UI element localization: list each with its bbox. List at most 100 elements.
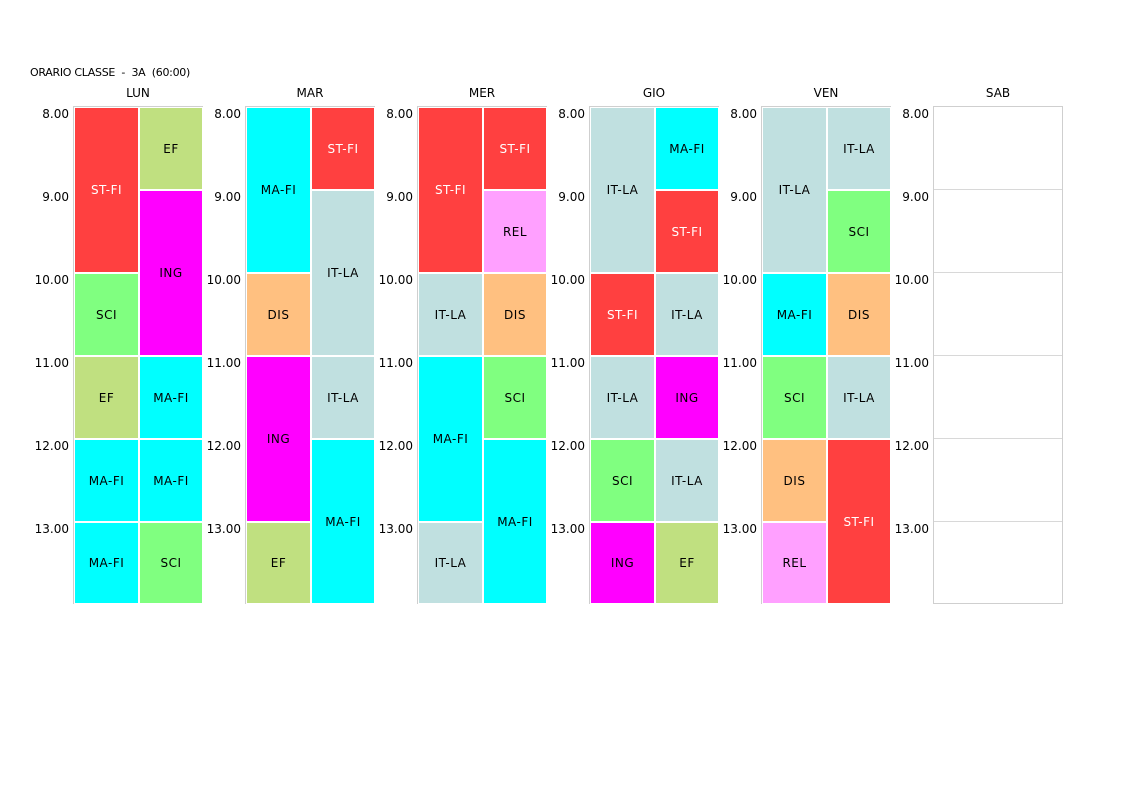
time-label: 12.00 bbox=[34, 439, 69, 453]
lesson-block-it-la[interactable]: IT-LA bbox=[827, 356, 891, 439]
lesson-block-ing[interactable]: ING bbox=[246, 356, 311, 522]
time-label: 12.00 bbox=[894, 439, 929, 453]
time-label: 12.00 bbox=[550, 439, 585, 453]
lesson-block-ma-fi[interactable]: MA-FI bbox=[418, 356, 483, 522]
time-label: 12.00 bbox=[206, 439, 241, 453]
time-label: 13.00 bbox=[378, 522, 413, 536]
lesson-block-ma-fi[interactable]: MA-FI bbox=[139, 356, 203, 439]
lesson-block-sci[interactable]: SCI bbox=[590, 439, 655, 522]
lesson-block-rel[interactable]: REL bbox=[762, 522, 827, 604]
time-label: 8.00 bbox=[386, 107, 413, 121]
day-grid-gio: IT-LA MA-FI ST-FI ST-FI IT-LA IT-LA ING SCI IT-L… bbox=[589, 106, 719, 604]
lesson-block-ma-fi[interactable]: MA-FI bbox=[74, 439, 139, 522]
time-label: 13.00 bbox=[206, 522, 241, 536]
time-label: 13.00 bbox=[34, 522, 69, 536]
time-label: 9.00 bbox=[386, 190, 413, 204]
time-label: 10.00 bbox=[206, 273, 241, 287]
hour-divider bbox=[934, 438, 1062, 439]
lesson-block-it-la[interactable]: IT-LA bbox=[655, 273, 719, 356]
lesson-block-ing[interactable]: ING bbox=[139, 190, 203, 356]
day-label-sab: SAB bbox=[985, 86, 1011, 100]
lesson-block-ing[interactable]: ING bbox=[655, 356, 719, 439]
day-grid-mer: ST-FI ST-FI REL IT-LA DIS MA-FI SCI MA-FI IT-LA bbox=[417, 106, 547, 604]
lesson-block-it-la[interactable]: IT-LA bbox=[418, 273, 483, 356]
time-label: 13.00 bbox=[894, 522, 929, 536]
lesson-block-it-la[interactable]: IT-LA bbox=[590, 107, 655, 273]
lesson-block-it-la[interactable]: IT-LA bbox=[762, 107, 827, 273]
lesson-block-st-fi[interactable]: ST-FI bbox=[483, 107, 547, 190]
lesson-block-ing[interactable]: ING bbox=[590, 522, 655, 604]
day-label-mar: MAR bbox=[296, 86, 324, 100]
time-label: 10.00 bbox=[550, 273, 585, 287]
lesson-block-dis[interactable]: DIS bbox=[827, 273, 891, 356]
hour-divider bbox=[934, 189, 1062, 190]
time-label: 9.00 bbox=[730, 190, 757, 204]
lesson-block-sci[interactable]: SCI bbox=[74, 273, 139, 356]
time-label: 12.00 bbox=[722, 439, 757, 453]
day-grid-lun: ST-FI EF ING SCI EF MA-FI MA-FI MA-FI MA-FI SCI bbox=[73, 106, 203, 604]
day-label-mer: MER bbox=[468, 86, 496, 100]
time-label: 11.00 bbox=[206, 356, 241, 370]
lesson-block-it-la[interactable]: IT-LA bbox=[827, 107, 891, 190]
day-label-gio: GIO bbox=[642, 86, 666, 100]
time-label: 8.00 bbox=[42, 107, 69, 121]
time-label: 11.00 bbox=[894, 356, 929, 370]
lesson-block-ef[interactable]: EF bbox=[246, 522, 311, 604]
lesson-block-st-fi[interactable]: ST-FI bbox=[590, 273, 655, 356]
hour-divider bbox=[934, 355, 1062, 356]
lesson-block-ma-fi[interactable]: MA-FI bbox=[762, 273, 827, 356]
time-label: 8.00 bbox=[730, 107, 757, 121]
lesson-block-ma-fi[interactable]: MA-FI bbox=[483, 439, 547, 604]
lesson-block-ma-fi[interactable]: MA-FI bbox=[246, 107, 311, 273]
time-label: 9.00 bbox=[214, 190, 241, 204]
time-label: 10.00 bbox=[894, 273, 929, 287]
day-label-ven: VEN bbox=[813, 86, 839, 100]
time-label: 9.00 bbox=[42, 190, 69, 204]
lesson-block-it-la[interactable]: IT-LA bbox=[655, 439, 719, 522]
lesson-block-ma-fi[interactable]: MA-FI bbox=[139, 439, 203, 522]
time-label: 10.00 bbox=[34, 273, 69, 287]
time-label: 10.00 bbox=[722, 273, 757, 287]
lesson-block-sci[interactable]: SCI bbox=[139, 522, 203, 604]
lesson-block-st-fi[interactable]: ST-FI bbox=[827, 439, 891, 604]
time-label: 13.00 bbox=[722, 522, 757, 536]
lesson-block-st-fi[interactable]: ST-FI bbox=[655, 190, 719, 273]
lesson-block-sci[interactable]: SCI bbox=[483, 356, 547, 439]
lesson-block-ef[interactable]: EF bbox=[655, 522, 719, 604]
lesson-block-st-fi[interactable]: ST-FI bbox=[311, 107, 375, 190]
hour-divider bbox=[934, 521, 1062, 522]
time-label: 8.00 bbox=[902, 107, 929, 121]
day-grid-mar: MA-FI ST-FI IT-LA DIS ING IT-LA MA-FI EF bbox=[245, 106, 375, 604]
lesson-block-dis[interactable]: DIS bbox=[246, 273, 311, 356]
lesson-block-st-fi[interactable]: ST-FI bbox=[418, 107, 483, 273]
time-label: 11.00 bbox=[34, 356, 69, 370]
time-label: 12.00 bbox=[378, 439, 413, 453]
lesson-block-ef[interactable]: EF bbox=[74, 356, 139, 439]
schedule-title: ORARIO CLASSE - 3A (60:00) bbox=[30, 66, 190, 79]
lesson-block-rel[interactable]: REL bbox=[483, 190, 547, 273]
time-label: 11.00 bbox=[378, 356, 413, 370]
day-grid-sab bbox=[933, 106, 1063, 604]
lesson-block-ma-fi[interactable]: MA-FI bbox=[74, 522, 139, 604]
time-label: 9.00 bbox=[902, 190, 929, 204]
lesson-block-ma-fi[interactable]: MA-FI bbox=[655, 107, 719, 190]
lesson-block-it-la[interactable]: IT-LA bbox=[590, 356, 655, 439]
lesson-block-ma-fi[interactable]: MA-FI bbox=[311, 439, 375, 604]
lesson-block-ef[interactable]: EF bbox=[139, 107, 203, 190]
lesson-block-it-la[interactable]: IT-LA bbox=[418, 522, 483, 604]
lesson-block-dis[interactable]: DIS bbox=[762, 439, 827, 522]
lesson-block-it-la[interactable]: IT-LA bbox=[311, 190, 375, 356]
time-label: 13.00 bbox=[550, 522, 585, 536]
time-label: 10.00 bbox=[378, 273, 413, 287]
day-grid-ven: IT-LA IT-LA SCI MA-FI DIS SCI IT-LA DIS ST-FI REL bbox=[761, 106, 891, 604]
lesson-block-sci[interactable]: SCI bbox=[762, 356, 827, 439]
hour-divider bbox=[934, 272, 1062, 273]
lesson-block-st-fi[interactable]: ST-FI bbox=[74, 107, 139, 273]
time-label: 11.00 bbox=[722, 356, 757, 370]
day-label-lun: LUN bbox=[126, 86, 150, 100]
time-label: 11.00 bbox=[550, 356, 585, 370]
lesson-block-it-la[interactable]: IT-LA bbox=[311, 356, 375, 439]
lesson-block-dis[interactable]: DIS bbox=[483, 273, 547, 356]
time-label: 8.00 bbox=[558, 107, 585, 121]
lesson-block-sci[interactable]: SCI bbox=[827, 190, 891, 273]
